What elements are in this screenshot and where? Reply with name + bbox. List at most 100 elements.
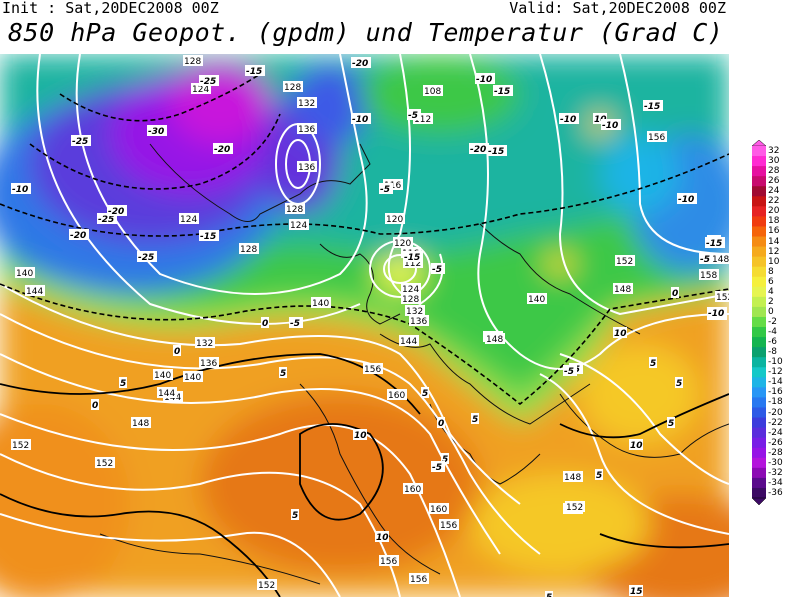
geopotential-label-bg	[403, 257, 423, 268]
temperature-label: 15	[630, 587, 643, 597]
colorbar-label: -26	[768, 437, 783, 448]
geopotential-label: 144	[400, 337, 417, 347]
colorbar-bottom-arrow	[752, 497, 766, 506]
temperature-label: 5	[668, 419, 674, 429]
temperature-label: -10	[476, 75, 492, 85]
geopotential-label: 136	[200, 359, 217, 369]
colorbar-label: 16	[768, 226, 780, 237]
geopotential-label: 124	[402, 285, 419, 295]
temperature-label: 5	[442, 455, 448, 465]
geopotential-label: 136	[410, 317, 427, 327]
temperature-label: -10	[602, 121, 618, 131]
temperature-label-bg	[11, 183, 31, 194]
temperature-label: 0	[92, 401, 98, 411]
geopotential-label-bg	[387, 389, 407, 400]
colorbar-swatch	[752, 176, 766, 187]
geopotential-label: 124	[180, 215, 197, 225]
colorbar-swatch	[752, 457, 766, 469]
geopotential-label-bg	[401, 293, 421, 304]
geopotential-label: 152	[12, 441, 29, 451]
colorbar-swatch	[752, 327, 766, 338]
temperature-label-bg	[437, 417, 445, 428]
temperature-label: 5	[120, 379, 126, 389]
colorbar-label: -22	[768, 417, 783, 428]
colorbar-label: -14	[768, 377, 783, 388]
colorbar-label: 0	[768, 306, 774, 317]
temperature-label-bg	[421, 387, 429, 398]
colorbar-swatch	[752, 367, 766, 378]
geopotential-label: 148	[132, 419, 149, 429]
geopotential-label: 140	[16, 269, 33, 279]
map-labels: 1281241281321361361281121081161201241241…	[11, 55, 729, 597]
geopotential-label-bg	[297, 123, 317, 134]
geopotential-label-bg	[95, 457, 115, 468]
geopotential-label: 152	[258, 581, 275, 591]
geopotential-label-bg	[527, 293, 547, 304]
temperature-label-bg	[351, 57, 371, 68]
colorbar-swatch	[752, 276, 766, 288]
colorbar-label: 12	[768, 246, 780, 257]
colorbar-label: 14	[768, 236, 780, 247]
temperature-label-bg	[147, 125, 167, 136]
geopotential-label-bg	[647, 131, 667, 142]
temperature-label: -20	[352, 59, 368, 69]
colorbar-label: 22	[768, 196, 780, 207]
temperature-label-bg	[675, 377, 683, 388]
geopotential-label-bg	[715, 291, 729, 302]
colorbar-swatch	[752, 246, 766, 258]
temperature-label-bg	[643, 100, 663, 111]
temperature-label-bg	[91, 399, 99, 410]
colorbar-swatch	[752, 397, 766, 408]
geopotential-label: 120	[386, 215, 403, 225]
colorbar-label: -10	[768, 357, 783, 368]
temperature-label-bg	[671, 287, 679, 298]
geopotential-label: 156	[440, 521, 457, 531]
temperature-label: -5	[432, 463, 442, 473]
temperature-label-bg	[199, 230, 219, 241]
colorbar-label: -30	[768, 457, 783, 468]
geopotential-label-bg	[25, 285, 45, 296]
temperature-label: -20	[214, 145, 230, 155]
geopotential-label: 140	[184, 373, 201, 383]
colorbar-swatches	[752, 140, 766, 506]
colorbar-label: -6	[768, 337, 777, 348]
temperature-label: 5	[546, 593, 552, 597]
geopotential-label: 136	[298, 163, 315, 173]
temperature-label: 10	[376, 533, 389, 543]
temperature-label: -5	[408, 111, 418, 121]
geopotential-label-bg	[403, 483, 423, 494]
temperature-label-bg	[351, 113, 371, 124]
colorbar-swatch	[752, 377, 766, 388]
geopotential-label-bg	[563, 471, 583, 482]
temperature-label: -25	[98, 215, 114, 225]
geopotential-label: 148	[564, 473, 581, 483]
colorbar-swatch	[752, 387, 766, 398]
colorbar-label: -8	[768, 347, 777, 358]
temperature-label: 5	[676, 379, 682, 389]
colorbar-swatch	[752, 166, 766, 177]
colorbar-label: -36	[768, 487, 783, 498]
temperature-label-bg	[379, 183, 393, 194]
geopotential-label: 140	[154, 371, 171, 381]
header: Init : Sat,20DEC2008 00Z Valid: Sat,20DE…	[0, 0, 790, 54]
geopotential-label: 152	[96, 459, 113, 469]
geopotential-label: 140	[312, 299, 329, 309]
colorbar-swatch	[752, 256, 766, 268]
geopotential-label-bg	[195, 337, 215, 348]
temperature-label-bg	[173, 345, 181, 356]
temperature-label-bg	[279, 367, 287, 378]
geopotential-label: 128	[240, 245, 257, 255]
geopotential-label-bg	[183, 371, 203, 382]
geopotential-label-bg	[297, 161, 317, 172]
colorbar-swatch	[752, 306, 766, 318]
temperature-label-bg	[245, 65, 265, 76]
temperature-label: -10	[12, 185, 28, 195]
temperature-label-bg	[289, 317, 303, 328]
temperature-label: -10	[352, 115, 368, 125]
temperature-label-bg	[213, 143, 233, 154]
geopotential-label-bg	[413, 113, 433, 124]
temperature-label-bg	[353, 429, 367, 440]
geopotential-label-bg	[485, 333, 505, 344]
colorbar-swatch	[752, 266, 766, 278]
geopotential-label-bg	[311, 297, 331, 308]
